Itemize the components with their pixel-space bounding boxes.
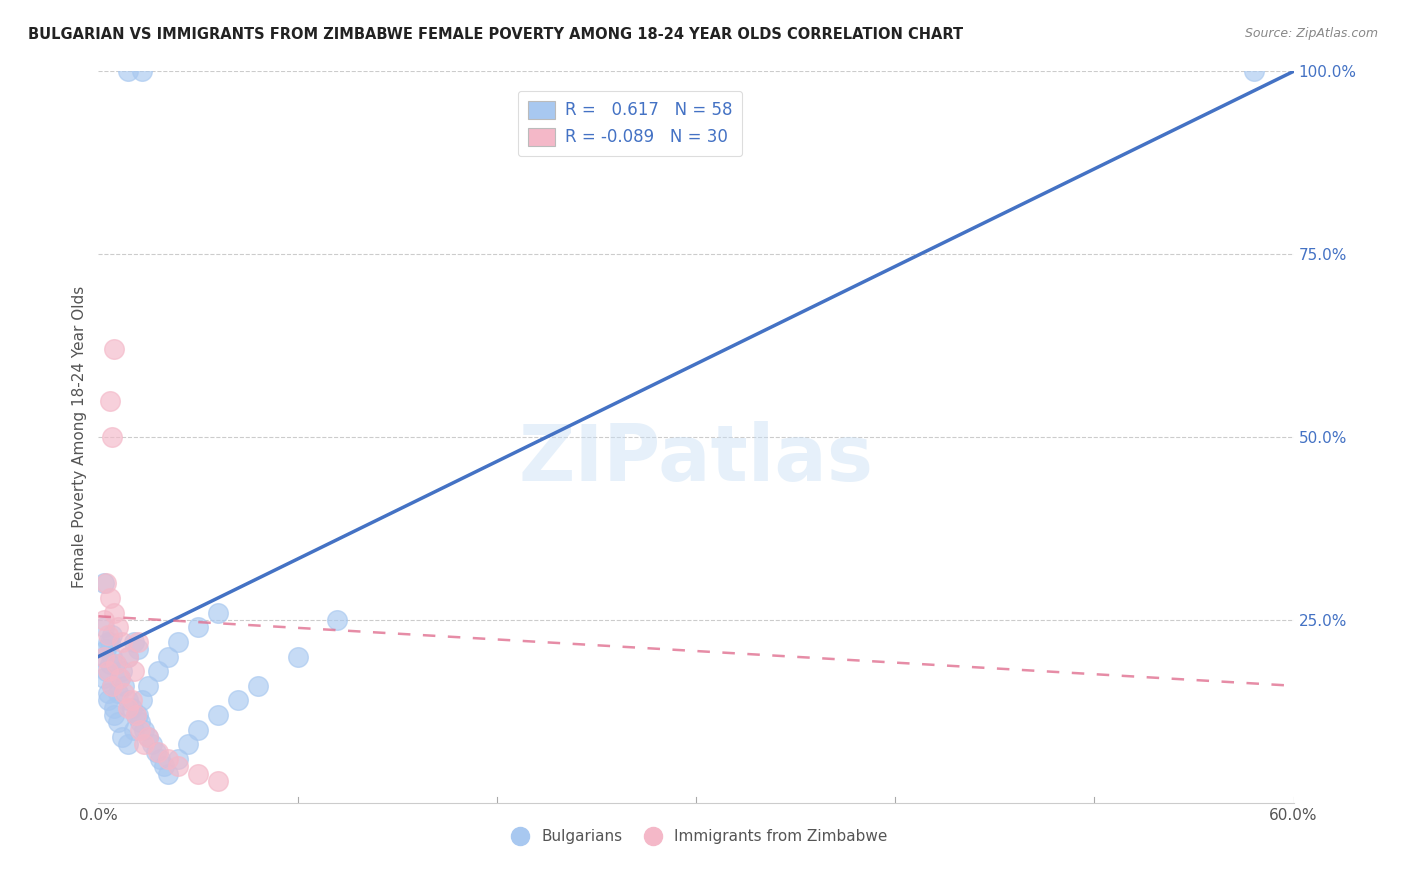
Text: Source: ZipAtlas.com: Source: ZipAtlas.com <box>1244 27 1378 40</box>
Point <box>93 672 115 686</box>
Point <box>141 737 163 751</box>
Point <box>157 766 180 780</box>
Point <box>129 715 152 730</box>
Point <box>112 679 135 693</box>
Point <box>97 686 120 700</box>
Y-axis label: Female Poverty Among 18-24 Year Olds: Female Poverty Among 18-24 Year Olds <box>72 286 87 588</box>
Point <box>107 686 129 700</box>
Point <box>117 649 139 664</box>
Point <box>101 679 124 693</box>
Point <box>187 766 209 780</box>
Point <box>111 664 134 678</box>
Point <box>149 752 172 766</box>
Point <box>127 708 149 723</box>
Point <box>167 635 190 649</box>
Point <box>101 430 124 444</box>
Point <box>187 723 209 737</box>
Point <box>98 635 122 649</box>
Point <box>93 649 115 664</box>
Text: ZIPatlas: ZIPatlas <box>519 421 873 497</box>
Point <box>117 737 139 751</box>
Point <box>129 723 152 737</box>
Point <box>110 672 132 686</box>
Point <box>134 723 156 737</box>
Point <box>117 64 139 78</box>
Point <box>93 649 115 664</box>
Point <box>98 393 122 408</box>
Point <box>157 649 180 664</box>
Point <box>98 657 122 671</box>
Point <box>153 759 176 773</box>
Point <box>148 745 170 759</box>
Point <box>93 620 115 634</box>
Point <box>101 649 124 664</box>
Point <box>124 635 146 649</box>
Point <box>110 672 132 686</box>
Point <box>117 700 139 714</box>
Legend: Bulgarians, Immigrants from Zimbabwe: Bulgarians, Immigrants from Zimbabwe <box>498 822 894 850</box>
Point <box>167 752 190 766</box>
Point <box>101 627 124 641</box>
Point <box>131 693 153 707</box>
Point <box>93 613 115 627</box>
Point <box>97 664 120 678</box>
Point <box>97 635 120 649</box>
Point <box>167 759 190 773</box>
Point <box>105 657 128 671</box>
Point <box>148 664 170 678</box>
Point <box>96 642 118 657</box>
Point <box>136 730 159 744</box>
Point <box>287 649 309 664</box>
Point <box>127 635 149 649</box>
Point <box>111 730 134 744</box>
Point <box>136 679 159 693</box>
Point <box>121 693 143 707</box>
Point <box>112 686 135 700</box>
Point <box>93 576 115 591</box>
Point <box>111 635 134 649</box>
Point <box>207 773 229 788</box>
Point <box>117 693 139 707</box>
Point <box>207 708 229 723</box>
Point <box>105 657 128 671</box>
Point <box>97 627 120 641</box>
Text: BULGARIAN VS IMMIGRANTS FROM ZIMBABWE FEMALE POVERTY AMONG 18-24 YEAR OLDS CORRE: BULGARIAN VS IMMIGRANTS FROM ZIMBABWE FE… <box>28 27 963 42</box>
Point <box>103 700 125 714</box>
Point <box>97 693 120 707</box>
Point <box>131 64 153 78</box>
Point <box>124 664 146 678</box>
Point <box>226 693 249 707</box>
Point <box>124 723 146 737</box>
Point <box>157 752 180 766</box>
Point <box>207 606 229 620</box>
Point <box>98 591 122 605</box>
Point <box>134 737 156 751</box>
Point <box>101 679 124 693</box>
Point <box>103 708 125 723</box>
Point <box>1243 64 1265 78</box>
Point <box>125 708 148 723</box>
Point <box>103 606 125 620</box>
Point <box>187 620 209 634</box>
Point <box>117 649 139 664</box>
Point <box>96 576 118 591</box>
Point <box>145 745 167 759</box>
Point <box>127 642 149 657</box>
Point <box>121 700 143 714</box>
Point <box>103 343 125 357</box>
Point <box>326 613 349 627</box>
Point <box>107 620 129 634</box>
Point <box>96 664 118 678</box>
Point <box>107 715 129 730</box>
Point <box>246 679 269 693</box>
Point <box>136 730 159 744</box>
Point <box>177 737 200 751</box>
Point <box>125 708 148 723</box>
